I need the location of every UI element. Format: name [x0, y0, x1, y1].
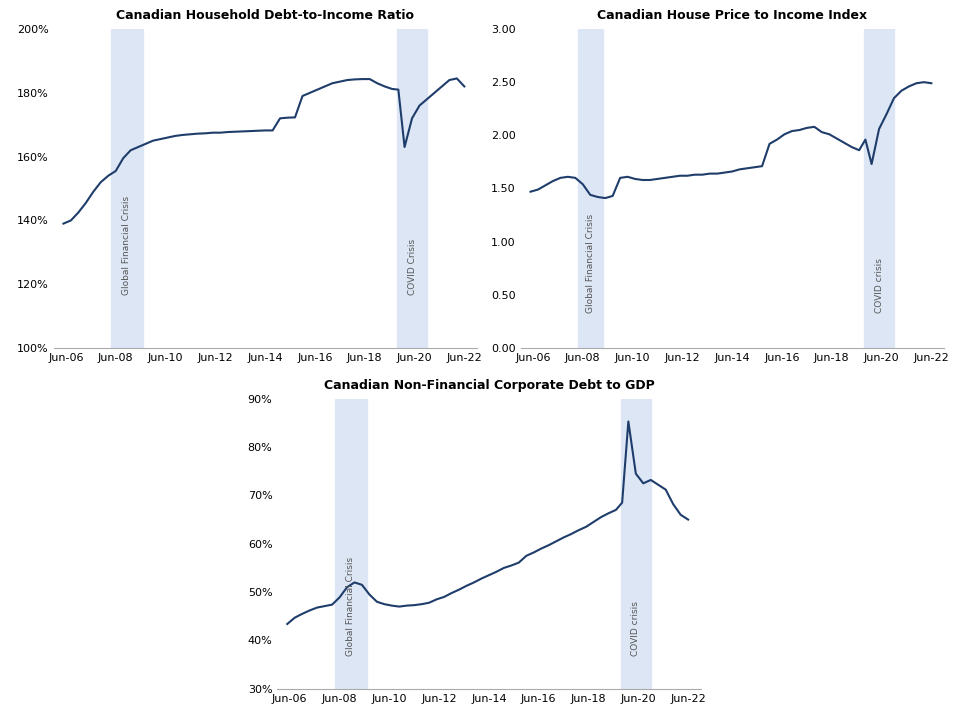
Bar	[864, 29, 894, 348]
Bar	[578, 29, 602, 348]
Text: COVID crisis: COVID crisis	[631, 601, 640, 656]
Bar	[335, 399, 367, 689]
Title: Canadian Non-Financial Corporate Debt to GDP: Canadian Non-Financial Corporate Debt to…	[324, 379, 654, 392]
Text: COVID Crisis: COVID Crisis	[408, 239, 416, 295]
Title: Canadian Household Debt-to-Income Ratio: Canadian Household Debt-to-Income Ratio	[116, 9, 414, 22]
Text: Global Financial Crisis: Global Financial Crisis	[586, 214, 595, 313]
Title: Canadian House Price to Income Index: Canadian House Price to Income Index	[597, 9, 867, 22]
Bar	[621, 399, 651, 689]
Text: Global Financial Crisis: Global Financial Crisis	[346, 557, 355, 656]
Text: COVID crisis: COVID crisis	[875, 258, 883, 313]
Bar	[397, 29, 427, 348]
Bar	[111, 29, 143, 348]
Text: Global Financial Crisis: Global Financial Crisis	[123, 196, 131, 295]
